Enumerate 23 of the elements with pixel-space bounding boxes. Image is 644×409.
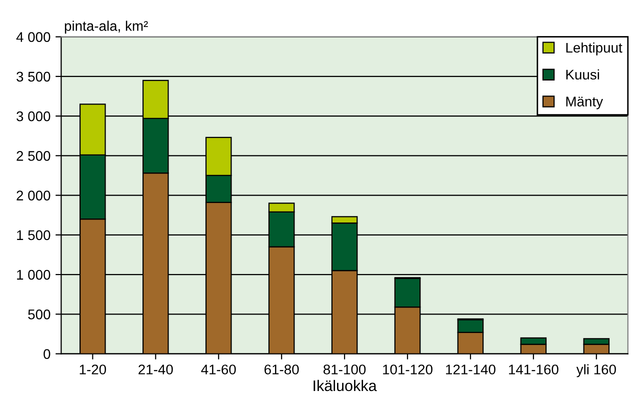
x-tick-label: 101-120 — [383, 364, 432, 374]
y-tick-label: 3 000 — [16, 111, 50, 122]
legend-label: Lehtipuut — [566, 42, 622, 56]
x-tick-label: 21-40 — [138, 364, 173, 374]
legend-label: Mänty — [566, 96, 603, 110]
y-tick-label: 4 000 — [16, 32, 50, 42]
x-tick-label: 1-20 — [80, 364, 106, 374]
x-tick-label: 81-100 — [324, 364, 366, 374]
y-tick-label: 1 000 — [17, 270, 50, 280]
y-tick-label: 0 — [44, 349, 50, 359]
y-tick-label: 2 000 — [16, 190, 50, 200]
x-tick-label: yli 160 — [576, 364, 616, 378]
y-tick-label: 3 500 — [16, 72, 50, 82]
y-tick-label: 2 500 — [16, 151, 50, 161]
y-axis-title: pinta-ala, km² — [64, 20, 148, 34]
x-axis-title: Ikäluokka — [314, 380, 377, 392]
y-tick-label: 500 — [28, 309, 50, 320]
y-tick-label: 1 500 — [17, 230, 50, 240]
x-tick-label: 61-80 — [264, 364, 299, 374]
legend-label: Kuusi — [566, 69, 600, 80]
x-tick-label: 41-60 — [201, 364, 236, 374]
x-tick-label: 121-140 — [446, 364, 496, 374]
x-tick-label: 141-160 — [509, 364, 558, 374]
